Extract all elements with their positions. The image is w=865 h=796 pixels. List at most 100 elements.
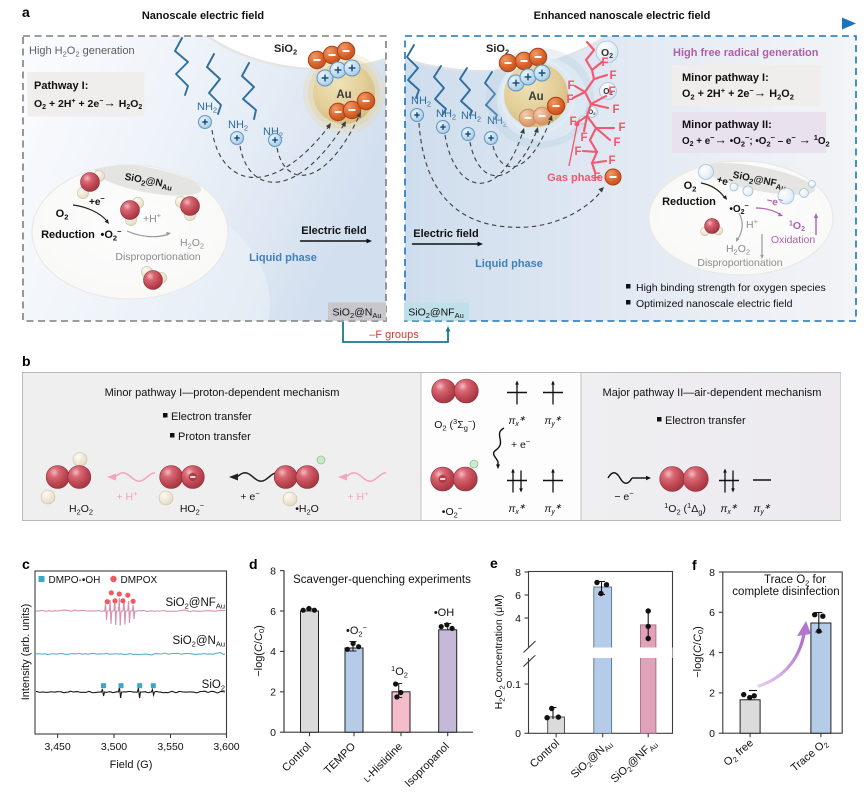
- svg-text:O2: O2: [589, 110, 597, 116]
- svg-text:F: F: [608, 155, 615, 167]
- svg-text:Electron transfer: Electron transfer: [171, 411, 252, 423]
- svg-text:2: 2: [270, 687, 276, 699]
- svg-text:3,550: 3,550: [157, 741, 183, 753]
- svg-text:SiO2​: SiO2​: [202, 679, 225, 693]
- svg-text:Electric field: Electric field: [301, 225, 366, 237]
- svg-text:SiO2​: SiO2​: [486, 43, 509, 57]
- svg-text:Major pathway II—air-dependent: Major pathway II—air-dependent mechanism: [603, 387, 822, 399]
- svg-text:b: b: [22, 353, 31, 369]
- svg-text:2: 2: [709, 688, 715, 700]
- svg-text:H2​O2​ concentration (μM): H2​O2​ concentration (μM): [493, 595, 507, 710]
- svg-text:–F groups: –F groups: [369, 329, 419, 341]
- svg-text:3,600: 3,600: [213, 741, 239, 753]
- svg-text:Au: Au: [336, 89, 351, 101]
- svg-text:F: F: [608, 86, 615, 98]
- svg-text:SiO2​@NAu​: SiO2​@NAu​: [172, 635, 225, 649]
- svg-text:4: 4: [270, 646, 276, 658]
- svg-text:F: F: [601, 57, 608, 69]
- svg-text:High binding strength for oxyg: High binding strength for oxygen species: [636, 282, 826, 294]
- svg-text:Proton transfer: Proton transfer: [178, 431, 251, 443]
- svg-text:•O2​−​: •O2​−​: [101, 227, 123, 243]
- svg-text:1​O2​: 1​O2​: [789, 220, 805, 233]
- svg-text:Isopropanol: Isopropanol: [403, 741, 452, 790]
- svg-text:O2​ free: O2​ free: [722, 737, 757, 770]
- svg-text:c: c: [22, 556, 30, 572]
- svg-text:0: 0: [515, 728, 521, 740]
- svg-text:O2​ + 2H+​ + 2e−​→ H2​O2​: O2​ + 2H+​ + 2e−​→ H2​O2​: [682, 86, 794, 102]
- svg-text:Reduction: Reduction: [41, 229, 95, 241]
- svg-text:−log(C/C0​): −log(C/C0​): [692, 626, 705, 678]
- svg-text:F: F: [618, 122, 625, 134]
- svg-text:O2: O2: [603, 87, 613, 97]
- svg-text:6: 6: [709, 607, 715, 619]
- svg-text:Liquid phase: Liquid phase: [475, 258, 543, 270]
- svg-text:High H2​O2​ generation: High H2​O2​ generation: [29, 45, 135, 59]
- svg-text:TEMPO: TEMPO: [322, 740, 358, 776]
- svg-text:f: f: [692, 557, 697, 573]
- svg-text:SiO2​@NAu​: SiO2​@NAu​: [569, 737, 615, 782]
- svg-text:F: F: [567, 80, 574, 92]
- svg-text:Au: Au: [528, 91, 543, 103]
- svg-text:Minor pathway I:: Minor pathway I:: [682, 72, 769, 84]
- svg-text:SiO2​@NFAu​: SiO2​@NFAu​: [165, 597, 225, 611]
- svg-text:•O2​−​: •O2​−​: [442, 504, 463, 520]
- svg-text:Pathway I:: Pathway I:: [34, 80, 88, 92]
- svg-text:8: 8: [270, 565, 276, 577]
- svg-text:Control: Control: [528, 737, 562, 770]
- svg-text:O2​ + e−​→ •O2​−​; •O2​−​ – e−: O2​ + e−​→ •O2​−​; •O2​−​ – e−​ → 1​O2​: [682, 133, 830, 149]
- svg-text:Gas phase: Gas phase: [547, 172, 603, 184]
- svg-text:−log(C/C0​): −log(C/C0​): [253, 625, 266, 677]
- svg-text:F: F: [566, 94, 573, 106]
- svg-text:NH2​: NH2​: [228, 119, 248, 133]
- svg-text:SiO2​@NAu​: SiO2​@NAu​: [332, 307, 381, 321]
- svg-text:F: F: [569, 116, 576, 128]
- svg-text:DMPO-•OH: DMPO-•OH: [49, 575, 101, 586]
- svg-text:Electric field: Electric field: [413, 228, 478, 240]
- svg-text:Minor pathway I—proton-depende: Minor pathway I—proton-dependent mechani…: [105, 387, 340, 399]
- svg-text:DMPOX: DMPOX: [121, 575, 158, 586]
- svg-text:6: 6: [515, 590, 521, 602]
- svg-text:•OH: •OH: [434, 607, 454, 619]
- svg-text:Scavenger-quenching experiment: Scavenger-quenching experiments: [293, 574, 471, 586]
- svg-text:0.1: 0.1: [506, 679, 521, 691]
- svg-text:Minor pathway II:: Minor pathway II:: [682, 119, 772, 131]
- svg-text:L-Histidine: L-Histidine: [361, 741, 405, 785]
- svg-text:3,500: 3,500: [101, 741, 127, 753]
- svg-text:H2​O2​: H2​O2​: [726, 243, 750, 257]
- svg-text:NH2​: NH2​: [461, 110, 481, 124]
- svg-text:Intensity (arb. units): Intensity (arb. units): [20, 604, 32, 701]
- svg-text:4: 4: [709, 647, 715, 659]
- svg-text:SiO2​@NFAu​: SiO2​@NFAu​: [408, 307, 464, 321]
- svg-text:1​O2​: 1​O2​: [391, 664, 408, 680]
- svg-text:F: F: [609, 70, 616, 82]
- svg-text:Disproportionation: Disproportionation: [115, 251, 200, 263]
- svg-text:NH2​: NH2​: [411, 95, 431, 109]
- svg-text:8: 8: [515, 567, 521, 579]
- svg-text:+ H+​: + H+​: [347, 489, 369, 503]
- svg-text:8: 8: [709, 567, 715, 579]
- svg-text:d: d: [249, 556, 258, 572]
- svg-text:Oxidation: Oxidation: [771, 234, 816, 246]
- svg-text:F: F: [612, 104, 619, 116]
- svg-text:Electron transfer: Electron transfer: [665, 415, 746, 427]
- svg-text:Nanoscale electric field: Nanoscale electric field: [142, 10, 264, 22]
- svg-text:H2​O2​: H2​O2​: [180, 237, 204, 251]
- svg-text:e: e: [490, 555, 498, 571]
- svg-text:Reduction: Reduction: [662, 196, 716, 208]
- svg-text:•H2​O: •H2​O: [295, 503, 319, 517]
- svg-text:4: 4: [515, 613, 521, 625]
- svg-text:NH2​: NH2​: [487, 115, 507, 129]
- svg-text:Liquid phase: Liquid phase: [249, 252, 317, 264]
- svg-text:F: F: [613, 137, 620, 149]
- svg-text:F: F: [580, 132, 587, 144]
- svg-text:0: 0: [709, 728, 715, 740]
- svg-text:0: 0: [270, 727, 276, 739]
- svg-text:Field (G): Field (G): [110, 759, 153, 771]
- svg-text:NH2​: NH2​: [436, 108, 456, 122]
- svg-text:High free radical generation: High free radical generation: [673, 47, 819, 59]
- svg-text:3,450: 3,450: [44, 741, 70, 753]
- svg-text:Optimized nanoscale electric f: Optimized nanoscale electric field: [636, 298, 793, 310]
- svg-text:F: F: [593, 172, 600, 184]
- svg-text:1​O2​ (1​Δg​): 1​O2​ (1​Δg​): [664, 501, 706, 517]
- svg-text:•O2​−​: •O2​−​: [729, 203, 748, 216]
